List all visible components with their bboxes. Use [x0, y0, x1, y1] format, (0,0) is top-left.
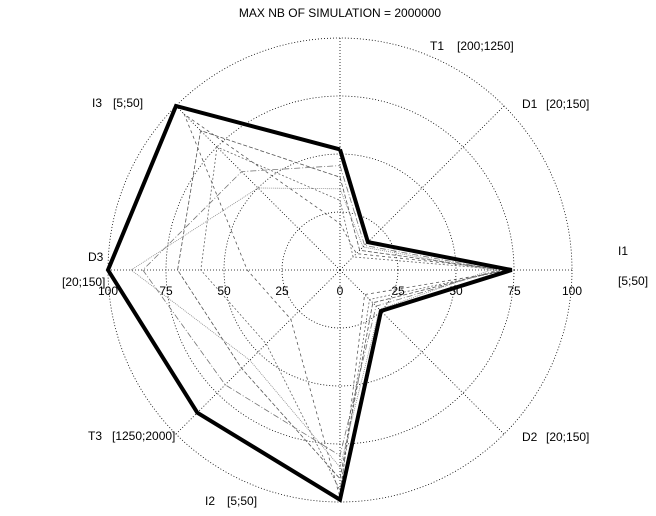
axis-label: I2	[205, 494, 215, 508]
r-tick-label: 75	[507, 284, 521, 298]
r-tick-label: 25	[275, 284, 289, 298]
r-tick-label: 25	[391, 284, 405, 298]
axis-label: [200;1250]	[457, 39, 514, 53]
r-tick-label: 100	[562, 284, 582, 298]
chart-title: MAX NB OF SIMULATION = 2000000	[239, 6, 442, 20]
axis-label: [20;150]	[62, 275, 105, 289]
axis-label: D2	[522, 430, 538, 444]
r-tick-label: 0	[337, 284, 344, 298]
axis-label: I1	[618, 244, 628, 258]
series-line	[142, 165, 498, 457]
axis-label: T3	[88, 429, 102, 443]
axis-label: D1	[522, 97, 538, 111]
axis-label: [1250;2000]	[112, 429, 175, 443]
r-tick-label: 100	[98, 284, 118, 298]
axis-label: [5;50]	[113, 96, 143, 110]
series-line	[200, 146, 508, 492]
axis-line	[339, 105, 505, 271]
axis-label: D3	[88, 250, 104, 264]
series-line	[130, 187, 493, 469]
axis-label: [5;50]	[618, 274, 648, 288]
r-tick-label: 75	[159, 284, 173, 298]
axis-label: T1	[430, 39, 444, 53]
series-line	[177, 130, 503, 480]
axis-label: [20;150]	[546, 97, 589, 111]
series-line	[183, 113, 512, 498]
axis-label: I3	[92, 96, 102, 110]
axis-label: [20;150]	[546, 430, 589, 444]
axis-label: [5;50]	[227, 494, 257, 508]
series-line	[105, 103, 513, 503]
r-tick-label: 50	[217, 284, 231, 298]
